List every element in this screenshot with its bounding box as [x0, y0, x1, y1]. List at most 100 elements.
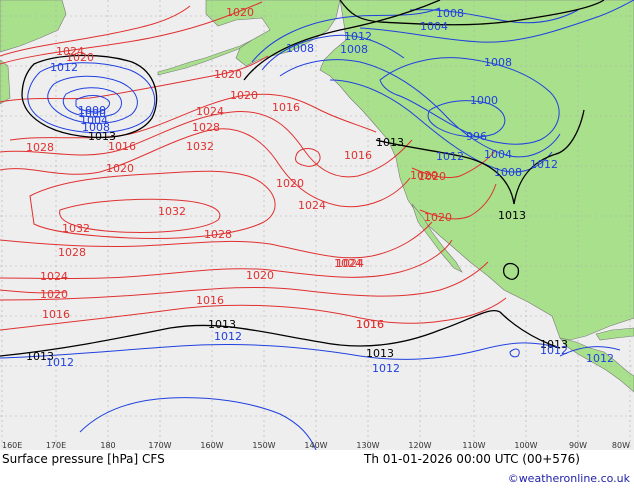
isobar-label: 1020 — [246, 269, 274, 282]
isobar-1028-south — [0, 221, 433, 259]
isobar-label: 1013 — [498, 209, 526, 222]
isobar-label: 1000 — [470, 94, 498, 107]
isobar-label: 1008 — [484, 56, 512, 69]
longitude-tick-label: 90W — [569, 441, 587, 450]
isobar-label: 1024 — [298, 199, 326, 212]
isobar-1032-outer — [29, 170, 276, 239]
isobar-1013-mexico — [502, 262, 520, 280]
isobar-label: 1004 — [420, 20, 448, 33]
isobar-label: 1016 — [356, 318, 384, 331]
longitude-axis: 160E 170E 180 170W 160W 150W 140W 130W 120W 110W 1… — [2, 441, 630, 450]
isobar-label: 1020 — [230, 89, 258, 102]
isobar-label: 1008 — [494, 166, 522, 179]
isobar-label: 1008 — [82, 121, 110, 134]
isobar-label: 1012 — [46, 356, 74, 369]
chart-title: Surface pressure [hPa] CFS — [2, 452, 165, 466]
isobar-label: 1024 — [336, 257, 364, 270]
isobar-label: 1012 — [540, 344, 568, 357]
isobar-1016-south — [0, 297, 507, 331]
isobar-1020-aleutian — [0, 55, 269, 103]
isobar-label: 1024 — [56, 45, 84, 58]
isobar-label: 1020 — [424, 211, 452, 224]
isobar-label: 1028 — [204, 228, 232, 241]
isobar-1016-pacific — [9, 93, 377, 141]
longitude-tick-label: 160W — [200, 441, 223, 450]
isobar-label: 1012 — [530, 158, 558, 171]
isobar-1013-rocky — [375, 109, 585, 205]
isobar-1020-socal — [419, 183, 497, 220]
isobar-label: 1012 — [586, 352, 614, 365]
isobar-label: 1016 — [42, 308, 70, 321]
isobar-label: 1020 — [214, 68, 242, 81]
land-central-america — [559, 337, 634, 393]
isobar-label: 1013 — [540, 338, 568, 351]
isobar-1013-south — [0, 310, 561, 357]
isobar-1012-east — [509, 348, 520, 358]
isobar-1013-na — [243, 0, 441, 81]
isobar-1008-south-pac — [79, 397, 317, 450]
isobar-1008-bering — [47, 75, 138, 124]
longitude-tick-label: 80W — [612, 441, 630, 450]
isobar-1024-south — [0, 239, 453, 279]
isobar-label: 1012 — [344, 30, 372, 43]
isobar-label: 1032 — [62, 222, 90, 235]
isobar-label: 1012 — [436, 150, 464, 163]
isobar-label: 1008 — [340, 43, 368, 56]
isobar-1004-bering — [62, 87, 122, 118]
isobar-1000-na — [379, 57, 560, 145]
isobar-label: 1013 — [376, 136, 404, 149]
isobar-label: 1028 — [58, 246, 86, 259]
isobar-label: 1020 — [66, 51, 94, 64]
isobar-1012-bering — [27, 62, 156, 134]
isobars-high — [0, 1, 507, 331]
isobar-1000-bering — [75, 95, 111, 113]
isobar-label: 1016 — [356, 318, 384, 331]
longitude-tick-label: 150W — [252, 441, 275, 450]
credit-link[interactable]: ©weatheronline.co.uk — [507, 472, 630, 485]
isobar-1020-north — [0, 1, 263, 65]
longitude-tick-label: 180 — [100, 441, 115, 450]
isobar-label: 1016 — [108, 140, 136, 153]
isobar-label: 1024 — [196, 105, 224, 118]
isobar-label: 1020 — [106, 162, 134, 175]
longitude-tick-label: 110W — [462, 441, 485, 450]
isobar-label: 1013 — [208, 318, 236, 331]
isobar-label: 1028 — [192, 121, 220, 134]
isobar-label: 1013 — [88, 130, 116, 143]
isobar-label: 1024 — [334, 257, 362, 270]
isobar-1004-north — [409, 9, 579, 24]
isobar-label: 1013 — [366, 347, 394, 360]
isobar-label: 1020 — [40, 288, 68, 301]
isobar-label: 1020 — [276, 177, 304, 190]
isobar-label: 1012 — [372, 362, 400, 375]
isobar-label: 1020 — [226, 6, 254, 19]
isobars-1013 — [0, 0, 605, 357]
isobar-label: 1012 — [214, 330, 242, 343]
isobar-labels: 1020102410201012100010041008101310161024… — [26, 6, 614, 375]
isobar-label: 1032 — [186, 140, 214, 153]
longitude-tick-label: 160E — [2, 441, 22, 450]
longitude-tick-label: 120W — [408, 441, 431, 450]
isobar-1012-gulf — [251, 7, 441, 63]
isobar-label: 1020 — [418, 170, 446, 183]
isobar-1028-mid — [0, 128, 411, 208]
isobar-label: 1008 — [436, 7, 464, 20]
longitude-tick-label: 170W — [148, 441, 171, 450]
isobar-1012-south-pac — [0, 342, 561, 360]
isobar-label: 1008 — [286, 42, 314, 55]
isobar-label: 1004 — [484, 148, 512, 161]
pressure-map-svg: 1020102410201012100010041008101310161024… — [0, 0, 634, 450]
graticule — [0, 0, 634, 448]
land-cuba — [595, 327, 634, 341]
valid-time: Th 01-01-2026 00:00 UTC (00+576) — [364, 452, 580, 466]
isobar-1004-na — [279, 59, 561, 158]
isobar-1008-gulf — [261, 34, 405, 71]
isobar-label: 1016 — [344, 149, 372, 162]
land-layer — [0, 0, 634, 393]
isobar-label: 1013 — [26, 350, 54, 363]
isobar-1024-nw — [0, 5, 191, 57]
isobar-label: 1016 — [272, 101, 300, 114]
isobar-1024-sw — [0, 289, 67, 294]
longitude-tick-label: 130W — [356, 441, 379, 450]
longitude-tick-label: 140W — [304, 441, 327, 450]
